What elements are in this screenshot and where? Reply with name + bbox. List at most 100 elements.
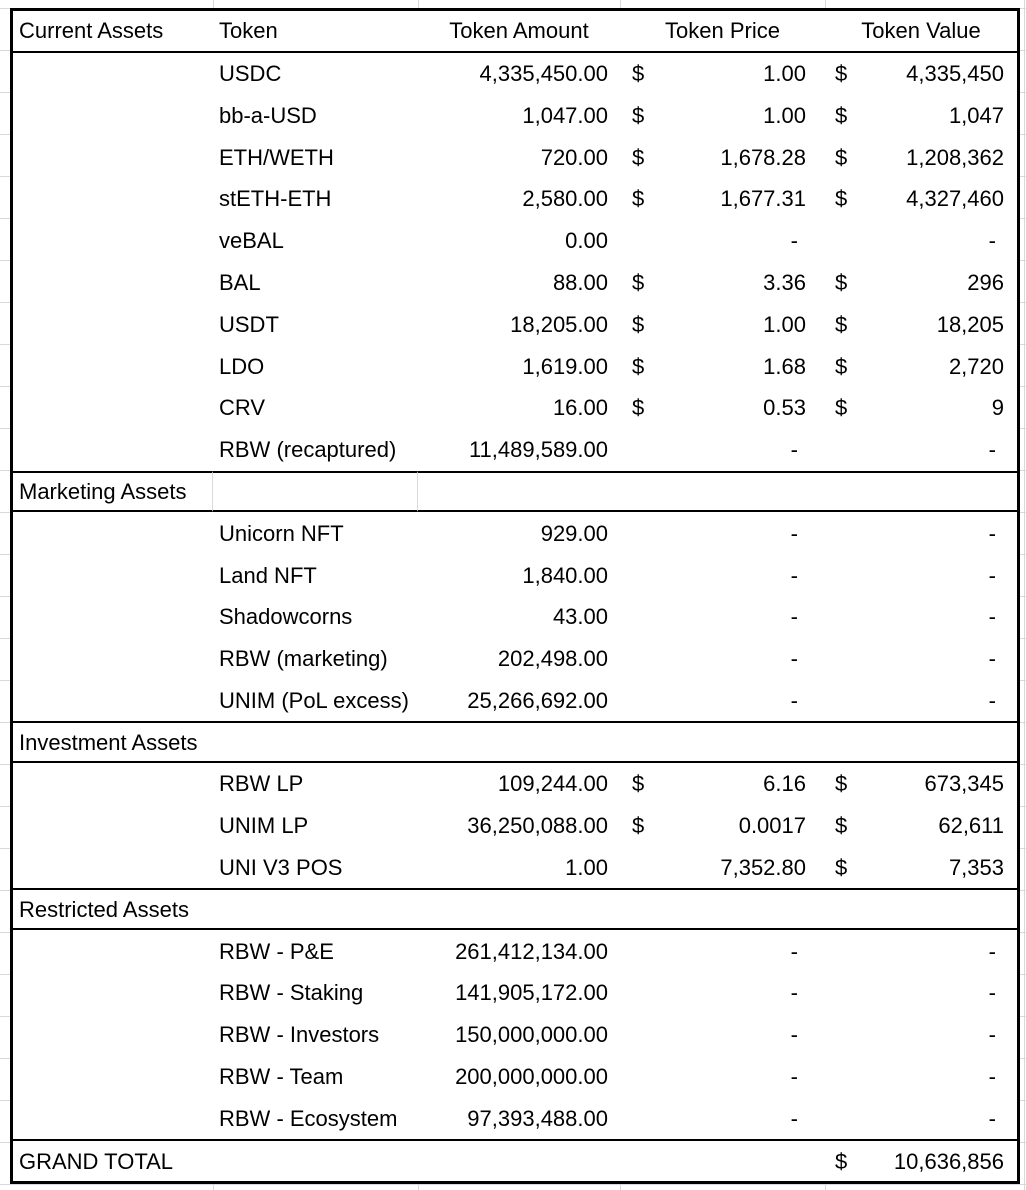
- cell-value[interactable]: -: [825, 637, 1017, 680]
- cell-amount[interactable]: 97,393,488.00: [418, 1097, 620, 1140]
- cell-token[interactable]: UNIM LP: [213, 804, 418, 847]
- cell-amount[interactable]: 88.00: [418, 261, 620, 304]
- cell-amount[interactable]: 2,580.00: [418, 178, 620, 220]
- cell-value[interactable]: -: [825, 972, 1017, 1014]
- cell-amount[interactable]: 261,412,134.00: [418, 930, 620, 973]
- cell-amount[interactable]: 202,498.00: [418, 637, 620, 680]
- cell-token[interactable]: BAL: [213, 261, 418, 304]
- cell-amount[interactable]: 1,619.00: [418, 345, 620, 388]
- cell-price[interactable]: -: [620, 219, 825, 262]
- cell-price[interactable]: 7,352.80: [620, 846, 825, 889]
- cell-token[interactable]: USDC: [213, 52, 418, 95]
- cell-value[interactable]: -: [825, 428, 1017, 471]
- cell-price[interactable]: $1,678.28: [620, 136, 825, 179]
- cell-token[interactable]: RBW - Ecosystem: [213, 1097, 418, 1140]
- cell-empty[interactable]: [13, 972, 213, 1014]
- cell-amount[interactable]: 25,266,692.00: [418, 679, 620, 722]
- cell-amount[interactable]: 109,244.00: [418, 763, 620, 805]
- cell-empty[interactable]: [13, 804, 213, 847]
- cell-price[interactable]: $0.0017: [620, 804, 825, 847]
- cell-price[interactable]: -: [620, 512, 825, 555]
- cell-amount[interactable]: 150,000,000.00: [418, 1013, 620, 1056]
- section-label-investment-assets[interactable]: Investment Assets: [13, 721, 1017, 764]
- cell-price[interactable]: -: [620, 930, 825, 973]
- cell-amount[interactable]: 720.00: [418, 136, 620, 179]
- cell-price[interactable]: $1.00: [620, 52, 825, 95]
- cell-amount[interactable]: 43.00: [418, 595, 620, 638]
- cell-amount[interactable]: 1,840.00: [418, 554, 620, 596]
- cell-token[interactable]: LDO: [213, 345, 418, 388]
- header-token[interactable]: Token: [213, 11, 418, 53]
- cell-token[interactable]: RBW - Investors: [213, 1013, 418, 1056]
- cell-price[interactable]: $3.36: [620, 261, 825, 304]
- cell-empty[interactable]: [13, 387, 213, 429]
- cell-empty[interactable]: [13, 1055, 213, 1098]
- cell-token[interactable]: RBW - Staking: [213, 972, 418, 1014]
- grand-total-value[interactable]: $10,636,856: [825, 1139, 1017, 1181]
- cell-price[interactable]: -: [620, 1097, 825, 1140]
- cell-price[interactable]: $1,677.31: [620, 178, 825, 220]
- cell-token[interactable]: RBW - P&E: [213, 930, 418, 973]
- cell-empty[interactable]: [13, 846, 213, 889]
- section-empty-cell[interactable]: [213, 470, 418, 513]
- cell-token[interactable]: RBW (marketing): [213, 637, 418, 680]
- cell-empty[interactable]: [13, 428, 213, 471]
- cell-value[interactable]: $4,335,450: [825, 52, 1017, 95]
- cell-empty[interactable]: [13, 345, 213, 388]
- cell-empty[interactable]: [13, 219, 213, 262]
- cell-token[interactable]: Shadowcorns: [213, 595, 418, 638]
- cell-token[interactable]: Unicorn NFT: [213, 512, 418, 555]
- cell-empty[interactable]: [13, 930, 213, 973]
- cell-amount[interactable]: 141,905,172.00: [418, 972, 620, 1014]
- cell-amount[interactable]: 4,335,450.00: [418, 52, 620, 95]
- cell-value[interactable]: $673,345: [825, 763, 1017, 805]
- cell-value[interactable]: -: [825, 595, 1017, 638]
- section-label-marketing-assets[interactable]: Marketing Assets: [13, 470, 213, 513]
- cell-token[interactable]: RBW (recaptured): [213, 428, 418, 471]
- cell-token[interactable]: UNI V3 POS: [213, 846, 418, 889]
- cell-token[interactable]: stETH-ETH: [213, 178, 418, 220]
- header-token-amount[interactable]: Token Amount: [418, 11, 620, 53]
- cell-token[interactable]: ETH/WETH: [213, 136, 418, 179]
- cell-price[interactable]: -: [620, 679, 825, 722]
- grand-total-spacer[interactable]: [213, 1139, 825, 1181]
- cell-price[interactable]: -: [620, 637, 825, 680]
- cell-amount[interactable]: 0.00: [418, 219, 620, 262]
- cell-value[interactable]: -: [825, 930, 1017, 973]
- cell-value[interactable]: $296: [825, 261, 1017, 304]
- cell-value[interactable]: $7,353: [825, 846, 1017, 889]
- cell-empty[interactable]: [13, 261, 213, 304]
- cell-price[interactable]: -: [620, 428, 825, 471]
- cell-token[interactable]: USDT: [213, 303, 418, 346]
- cell-value[interactable]: -: [825, 1097, 1017, 1140]
- cell-empty[interactable]: [13, 763, 213, 805]
- cell-amount[interactable]: 36,250,088.00: [418, 804, 620, 847]
- cell-price[interactable]: $1.00: [620, 94, 825, 137]
- cell-token[interactable]: CRV: [213, 387, 418, 429]
- cell-value[interactable]: $1,208,362: [825, 136, 1017, 179]
- cell-amount[interactable]: 18,205.00: [418, 303, 620, 346]
- cell-value[interactable]: $1,047: [825, 94, 1017, 137]
- cell-price[interactable]: -: [620, 1013, 825, 1056]
- cell-price[interactable]: -: [620, 1055, 825, 1098]
- header-token-value[interactable]: Token Value: [825, 11, 1017, 53]
- cell-value[interactable]: -: [825, 679, 1017, 722]
- cell-price[interactable]: $0.53: [620, 387, 825, 429]
- cell-value[interactable]: -: [825, 512, 1017, 555]
- cell-empty[interactable]: [13, 1013, 213, 1056]
- cell-amount[interactable]: 1,047.00: [418, 94, 620, 137]
- cell-token[interactable]: Land NFT: [213, 554, 418, 596]
- cell-value[interactable]: -: [825, 1013, 1017, 1056]
- grand-total-label[interactable]: GRAND TOTAL: [13, 1139, 213, 1181]
- cell-amount[interactable]: 1.00: [418, 846, 620, 889]
- cell-empty[interactable]: [13, 637, 213, 680]
- cell-value[interactable]: $9: [825, 387, 1017, 429]
- cell-empty[interactable]: [13, 679, 213, 722]
- cell-amount[interactable]: 11,489,589.00: [418, 428, 620, 471]
- cell-token[interactable]: bb-a-USD: [213, 94, 418, 137]
- cell-empty[interactable]: [13, 595, 213, 638]
- cell-amount[interactable]: 16.00: [418, 387, 620, 429]
- cell-token[interactable]: RBW - Team: [213, 1055, 418, 1098]
- cell-empty[interactable]: [13, 303, 213, 346]
- cell-price[interactable]: $6.16: [620, 763, 825, 805]
